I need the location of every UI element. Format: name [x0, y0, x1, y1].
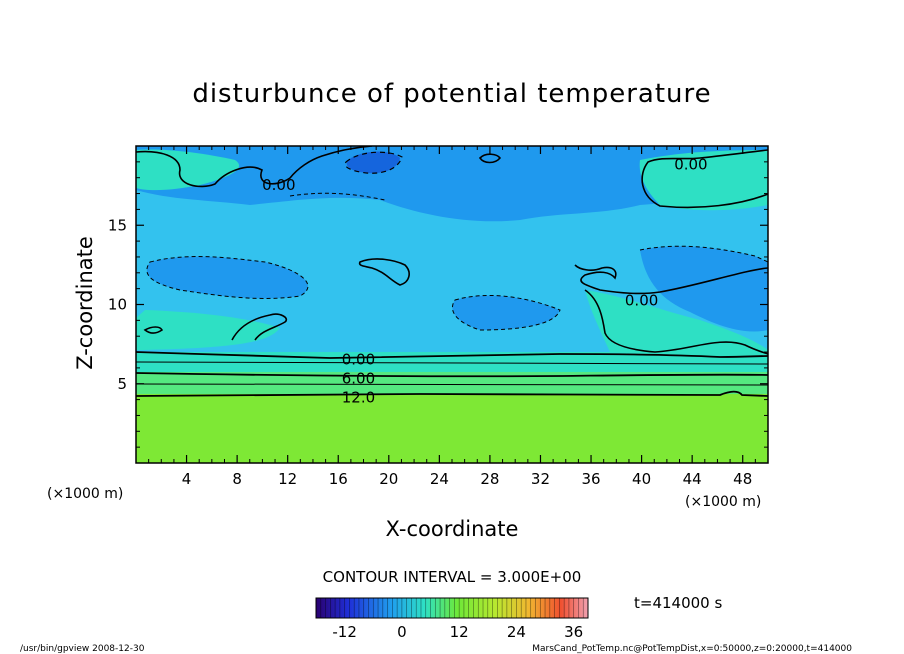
contour-positive-thin — [136, 383, 768, 386]
x-tick-label: 36 — [581, 470, 600, 488]
field-lower-layer — [136, 394, 768, 463]
chart-title: disturbunce of potential temperature — [192, 79, 711, 109]
contour-interval-label: CONTOUR INTERVAL = 3.000E+00 — [323, 568, 582, 586]
field-negative-patch — [146, 256, 308, 299]
footer-right: MarsCand_PotTemp.nc@PotTempDist,x=0:5000… — [532, 644, 852, 654]
time-label: t=414000 s — [634, 594, 722, 612]
contour-zero-left — [143, 326, 164, 334]
contour-zero-left — [231, 313, 288, 341]
contour-six — [136, 372, 768, 378]
plot-area — [136, 146, 768, 463]
y-tick-label: 10 — [108, 296, 127, 314]
field-negative-patch — [452, 295, 560, 330]
contour-dashed — [344, 151, 403, 174]
colorbar-frame — [315, 597, 589, 619]
contour-dashed — [639, 245, 768, 263]
colorbar-ticks: -12 0 12 24 36 — [332, 623, 583, 641]
x-tick-label: 4 — [182, 470, 192, 488]
field-weak-positive-patch — [585, 290, 768, 355]
x-tick-label: 40 — [632, 470, 651, 488]
x-tick-label: 12 — [278, 470, 297, 488]
colorbar-tick-label: 12 — [450, 623, 469, 641]
x-axis-label: X-coordinate — [386, 517, 519, 541]
contour-label: 0.00 — [674, 155, 707, 173]
x-tick-label: 16 — [329, 470, 348, 488]
contour-label: 0.00 — [625, 292, 658, 310]
x-tick-label: 20 — [379, 470, 398, 488]
field-negative-patch — [136, 146, 768, 222]
colorbar-gradient — [316, 598, 588, 618]
contour-zero-small — [478, 153, 502, 164]
y-tick-label: 15 — [108, 216, 127, 234]
y-axis-label: Z-coordinate — [73, 236, 97, 370]
field-weak-positive-patch — [639, 150, 768, 211]
x-unit-label-left: (×1000 m) — [47, 486, 123, 502]
colorbar-tick-label: 0 — [397, 623, 407, 641]
colorbar: -12 0 12 24 36 — [315, 597, 589, 641]
contour-zero-mid — [574, 264, 768, 295]
contour-zero-upper — [641, 149, 768, 209]
x-tick-label: 28 — [480, 470, 499, 488]
colorbar-stripes — [315, 598, 589, 618]
colorbar-tick-label: 36 — [564, 623, 583, 641]
x-tick-label: 24 — [430, 470, 449, 488]
contour-zero-base — [136, 351, 768, 359]
contour-label: 0.00 — [262, 176, 295, 194]
contour-dashed — [451, 295, 561, 331]
footer-left: /usr/bin/gpview 2008-12-30 — [20, 644, 145, 654]
colorbar-tick-label: 24 — [507, 623, 526, 641]
contour-label: 0.00 — [342, 350, 375, 368]
colorbar-tick-label: -12 — [332, 623, 357, 641]
contour-positive-thin — [136, 361, 768, 365]
x-tick-label: 32 — [531, 470, 550, 488]
contour-label: 6.00 — [342, 369, 375, 387]
field-strong-negative-patch — [346, 151, 400, 174]
x-tick-label: 8 — [232, 470, 242, 488]
field-weak-positive-patch — [136, 149, 240, 191]
field-negative-patch — [640, 246, 768, 332]
contour-dashed — [289, 192, 386, 201]
contour-label: 12.0 — [342, 388, 375, 406]
contour-dashed — [146, 256, 309, 299]
x-tick-label: 48 — [733, 470, 752, 488]
x-tick-label: 44 — [683, 470, 702, 488]
contour-zero-small — [358, 258, 410, 286]
contour-zero-mid — [584, 289, 768, 355]
x-unit-label-right: (×1000 m) — [685, 494, 761, 510]
contour-twelve — [136, 390, 768, 397]
contour-zero-upper — [136, 146, 373, 188]
y-tick-label: 5 — [117, 375, 127, 393]
field-weak-positive-patch — [136, 310, 280, 350]
